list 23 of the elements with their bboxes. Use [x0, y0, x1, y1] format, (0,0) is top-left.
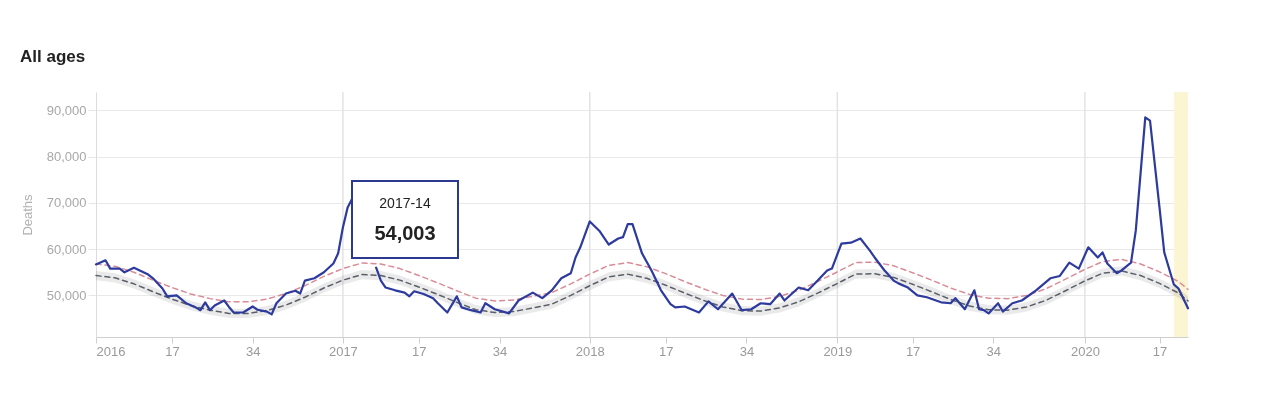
y-tick-label: 50,000 [46, 287, 87, 303]
x-tick-label: 2020 [1070, 343, 1100, 359]
x-tick-label: 34 [739, 343, 755, 359]
x-tick-label: 2019 [823, 343, 853, 359]
x-tick-label: 17 [905, 343, 921, 359]
x-tick-label: 17 [165, 343, 180, 359]
x-tick-label: 34 [245, 343, 261, 359]
annotation: 54,003 [374, 222, 436, 244]
y-tick-label: 80,000 [46, 149, 87, 165]
x-tick-label: 2018 [575, 343, 605, 359]
y-axis-title: Deaths [19, 193, 35, 236]
x-tick-label: 17 [1152, 343, 1168, 359]
x-tick-label: 17 [659, 343, 674, 359]
x-tick-label: 17 [412, 343, 427, 359]
y-tick-label: 90,000 [46, 102, 87, 118]
y-tick-label: 70,000 [46, 195, 87, 211]
y-tick-label: 60,000 [46, 241, 87, 257]
annotation: 2017-14 [379, 195, 431, 211]
x-tick-label: 34 [492, 343, 508, 359]
x-tick-label: 2016 [96, 343, 126, 359]
chart-title: All ages [20, 47, 86, 67]
x-tick-label: 34 [986, 343, 1002, 359]
x-tick-label: 2017 [328, 343, 358, 359]
